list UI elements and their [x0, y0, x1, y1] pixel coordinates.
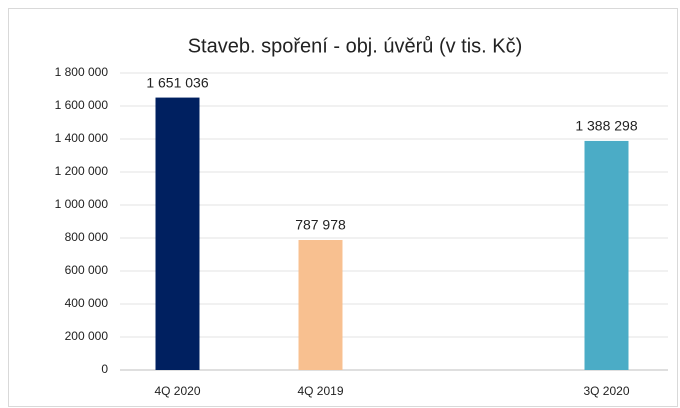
data-label: 1 388 298	[575, 118, 637, 134]
y-tick-label: 1 200 000	[55, 164, 109, 178]
y-tick-label: 600 000	[65, 263, 109, 277]
bar	[584, 140, 629, 370]
y-tick-label: 0	[101, 362, 108, 376]
bar	[155, 97, 200, 370]
chart-title: Staveb. spoření - obj. úvěrů (v tis. Kč)	[188, 35, 523, 57]
y-tick-label: 200 000	[65, 329, 109, 343]
x-tick-label: 3Q 2020	[583, 384, 629, 398]
y-tick-label: 800 000	[65, 230, 109, 244]
x-tick-label: 4Q 2019	[297, 384, 343, 398]
y-tick-label: 1 800 000	[55, 65, 109, 79]
y-tick-label: 400 000	[65, 296, 109, 310]
x-tick-label: 4Q 2020	[154, 384, 200, 398]
bar	[298, 239, 343, 370]
y-tick-label: 1 000 000	[55, 197, 109, 211]
chart-frame	[8, 8, 678, 407]
y-tick-label: 1 400 000	[55, 131, 109, 145]
data-label: 787 978	[295, 217, 346, 233]
data-label: 1 651 036	[146, 74, 208, 90]
y-tick-label: 1 600 000	[55, 98, 109, 112]
